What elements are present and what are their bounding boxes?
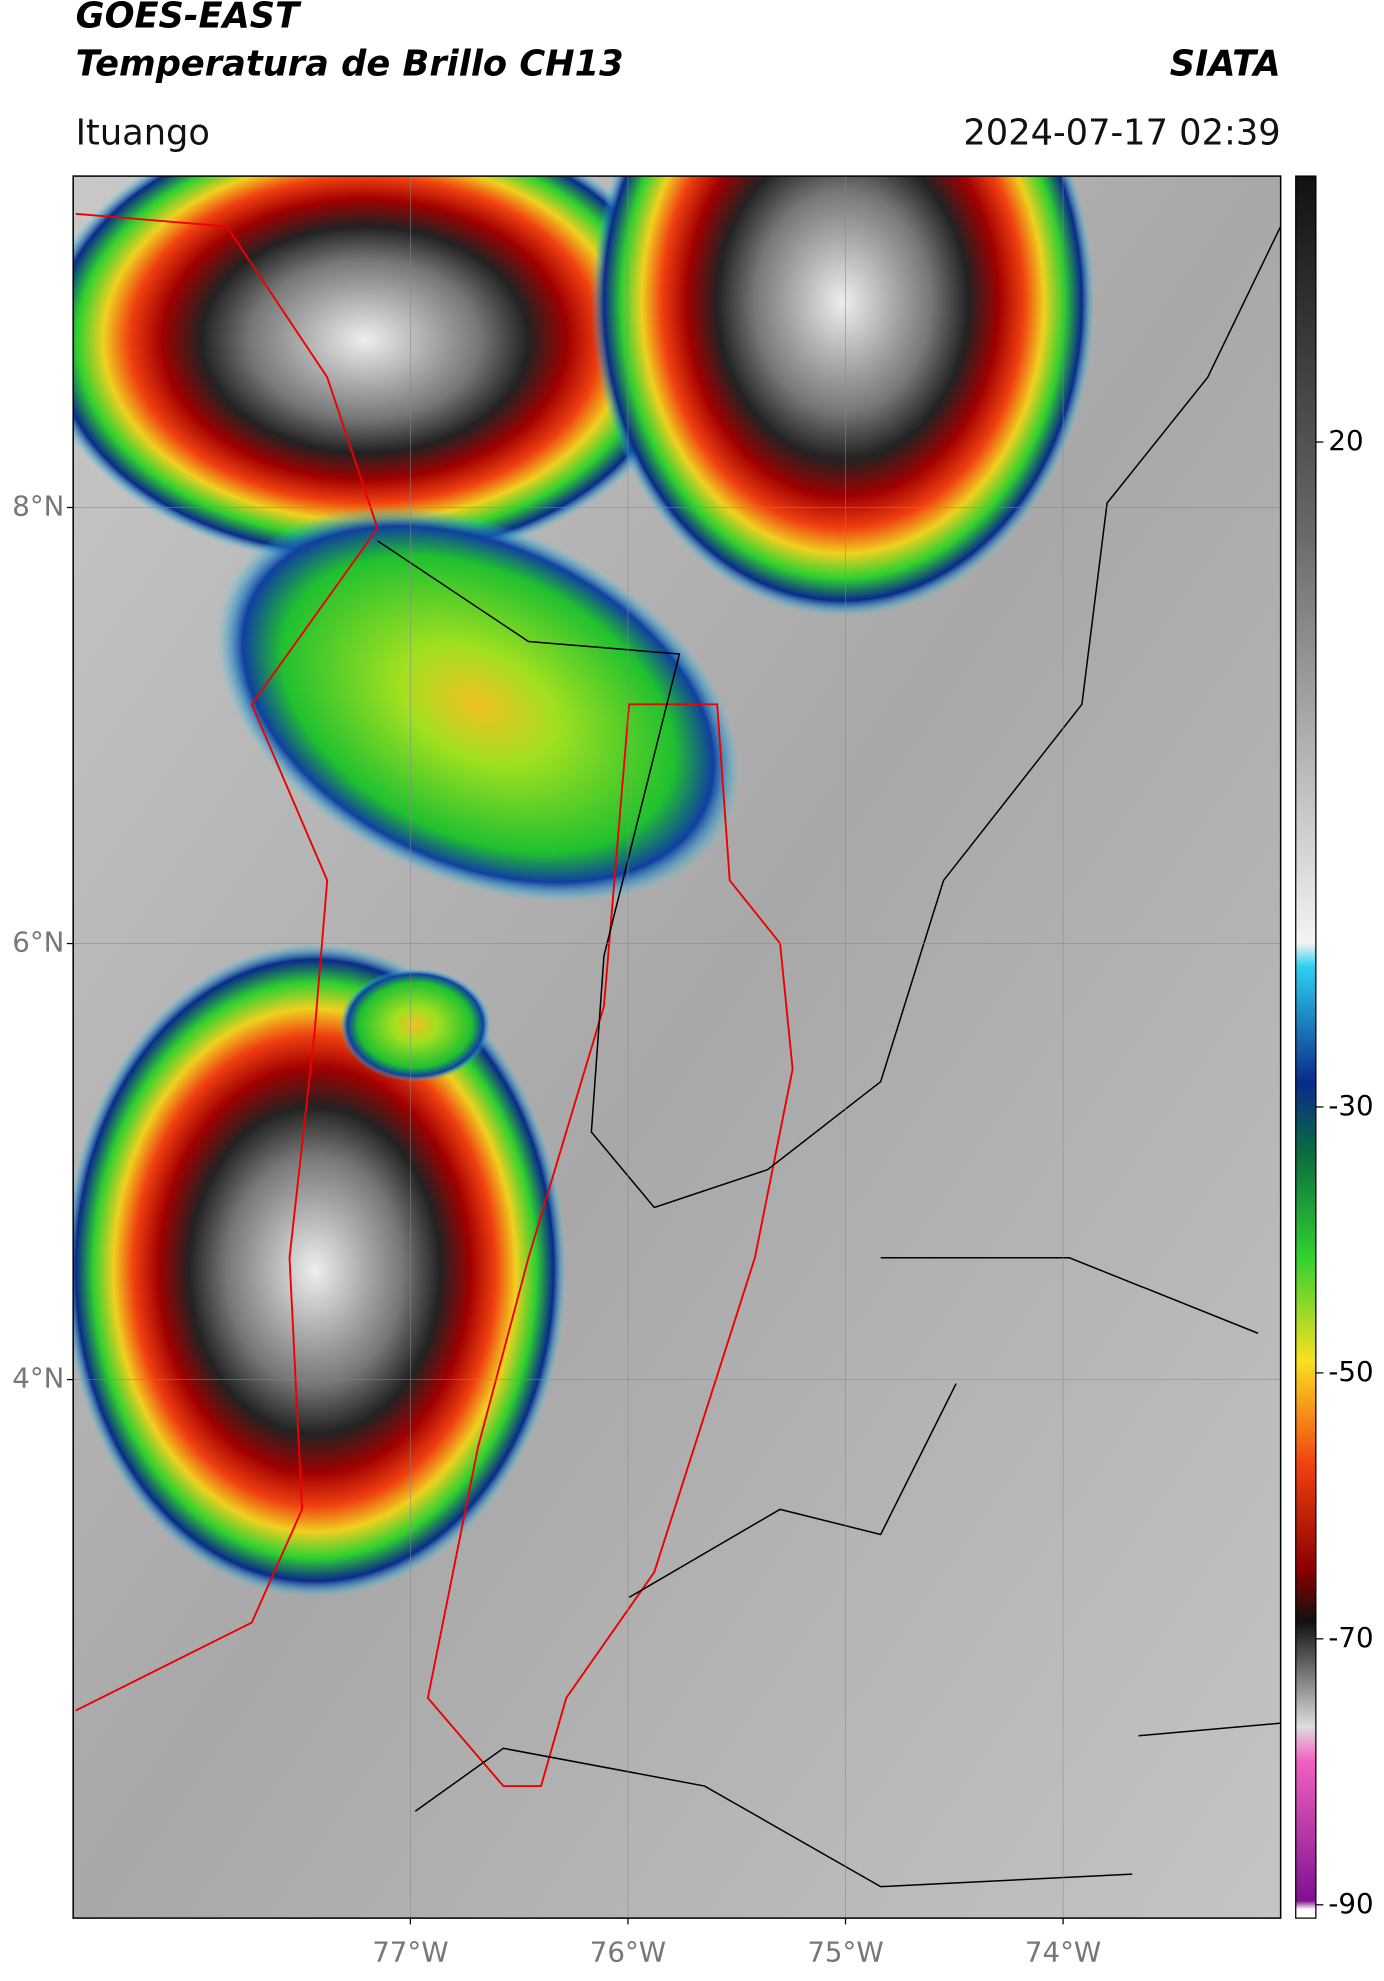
x-tick-label: 77°W (372, 1935, 448, 1968)
map-frame (72, 175, 1282, 1919)
source: SIATA (1170, 43, 1281, 84)
x-tick-label: 76°W (590, 1935, 666, 1968)
colorbar-tick-label: -50 (1328, 1355, 1373, 1388)
subtitle: Temperatura de Brillo CH13 (76, 43, 624, 84)
colorbar-tick-label: 20 (1328, 424, 1363, 457)
location: Ituango (76, 113, 210, 154)
title: GOES-EAST (76, 0, 302, 37)
y-tick-label: 8°N (12, 489, 64, 522)
x-tick-label: 75°W (807, 1935, 883, 1968)
colorbar-tick-label: -30 (1328, 1089, 1373, 1122)
colorbar-tick-label: -90 (1328, 1887, 1373, 1920)
map-image (73, 176, 1281, 1919)
colorbar (1295, 175, 1317, 1919)
y-tick-label: 6°N (12, 926, 64, 959)
y-tick-label: 4°N (12, 1362, 64, 1395)
x-tick-label: 74°W (1025, 1935, 1101, 1968)
datetime: 2024-07-17 02:39 (963, 113, 1280, 154)
colorbar-tick-label: -70 (1328, 1621, 1373, 1654)
